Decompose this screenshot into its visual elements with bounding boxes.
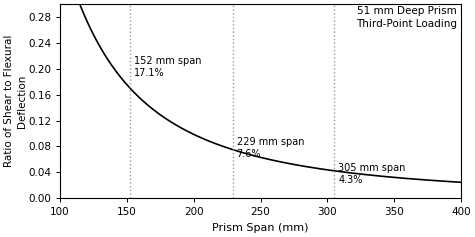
Text: 152 mm span
17.1%: 152 mm span 17.1% bbox=[133, 56, 201, 78]
X-axis label: Prism Span (mm): Prism Span (mm) bbox=[212, 223, 309, 233]
Text: 229 mm span
7.6%: 229 mm span 7.6% bbox=[237, 137, 304, 159]
Text: 305 mm span
4.3%: 305 mm span 4.3% bbox=[338, 163, 406, 185]
Y-axis label: Ratio of Shear to Flexural
Deflection: Ratio of Shear to Flexural Deflection bbox=[4, 35, 27, 167]
Text: 51 mm Deep Prism
Third-Point Loading: 51 mm Deep Prism Third-Point Loading bbox=[356, 6, 457, 29]
